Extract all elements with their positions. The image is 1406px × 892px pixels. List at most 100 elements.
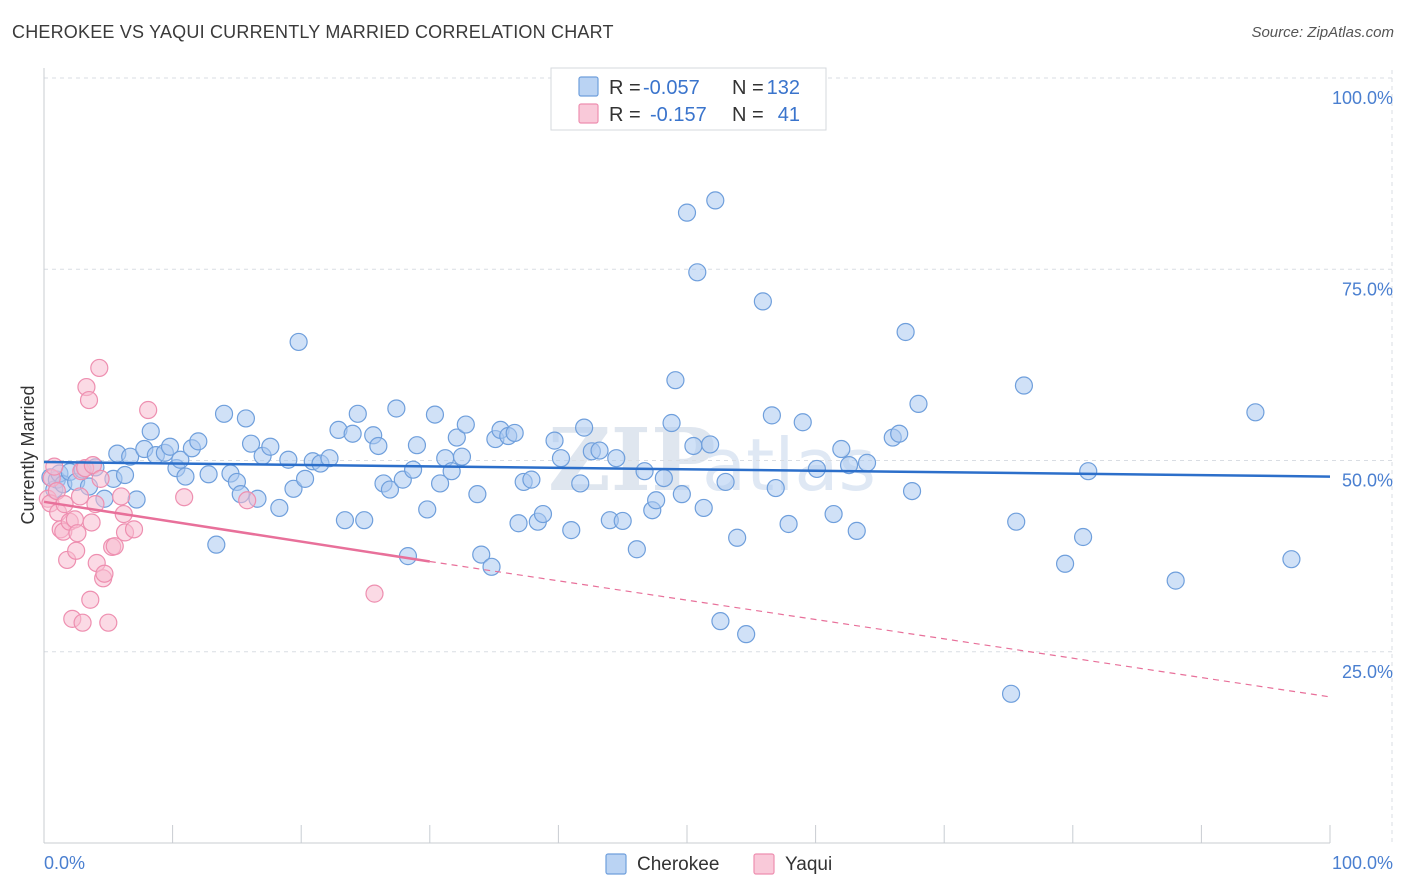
cherokee-point-81 [562,521,581,540]
cherokee-point-67 [468,485,487,504]
cherokee-point-90 [635,462,654,481]
cherokee-point-87 [607,449,626,468]
cherokee-point-129 [1166,571,1185,590]
legend-r-label-cherokee: R = [609,77,641,99]
cherokee-point-41 [295,469,315,488]
cherokee-point-54 [387,399,406,418]
bottom-legend-swatch-cherokee [605,853,627,875]
cherokee-point-96 [672,485,691,504]
cherokee-point-102 [706,191,725,210]
yaqui-point-14 [68,524,87,543]
cherokee-point-48 [348,404,367,423]
cherokee-trend-line [43,460,1331,478]
cherokee-point-78 [533,504,553,524]
cherokee-point-73 [505,423,524,443]
yaqui-point-40 [365,584,384,603]
cherokee-point-120 [896,322,915,342]
cherokee-point-105 [728,528,747,547]
cherokee-point-58 [407,436,427,455]
legend-swatch-cherokee [578,76,599,97]
yaqui-point-38 [175,488,194,507]
cherokee-point-97 [677,203,697,222]
cherokee-point-125 [1014,376,1034,395]
yaqui-point-29 [95,564,114,583]
cherokee-point-69 [482,557,501,576]
cherokee-point-115 [839,455,859,475]
cherokee-point-27 [207,535,226,554]
cherokee-point-64 [447,428,466,447]
cherokee-point-109 [766,478,785,498]
yaqui-point-13 [67,541,86,560]
cherokee-point-89 [627,540,646,559]
legend-n-value-cherokee: 132 [767,77,800,99]
cherokee-point-99 [688,263,707,282]
legend-r-label-yaqui: R = [609,104,641,126]
cherokee-point-33 [241,434,261,453]
cherokee-point-28 [214,404,234,423]
cherokee-point-36 [261,437,280,456]
yaqui-trend-line [43,500,430,563]
cherokee-point-79 [545,431,564,450]
cherokee-point-66 [456,415,475,434]
yaqui-point-27 [91,469,110,488]
cherokee-point-65 [452,447,472,466]
cherokee-point-37 [270,498,289,518]
bottom-legend-label-yaqui: Yaqui [785,854,832,875]
cherokee-point-20 [160,437,180,456]
bottom-legend-swatch-yaqui [753,853,775,875]
legend-r-value-cherokee: -0.057 [643,77,700,99]
cherokee-point-126 [1055,554,1075,573]
cherokee-point-13 [115,465,135,485]
yaqui-point-21 [81,590,100,609]
cherokee-point-40 [289,332,308,352]
cherokee-point-51 [369,436,388,456]
cherokee-point-47 [343,424,362,443]
yaqui-point-26 [90,358,109,378]
cherokee-point-95 [666,371,685,390]
legend-n-label-cherokee: N = [732,77,764,99]
cherokee-point-128 [1079,462,1098,481]
cherokee-point-123 [1001,684,1021,703]
yaqui-point-22 [82,513,101,532]
y-tick-label-1: 50.0% [1342,471,1393,491]
cherokee-point-68 [472,545,491,564]
cherokee-point-100 [694,498,713,518]
y-tick-label-2: 75.0% [1342,279,1393,299]
cherokee-point-53 [380,480,400,499]
cherokee-point-44 [320,449,339,468]
cherokee-point-110 [779,514,798,534]
cherokee-point-107 [753,292,772,311]
cherokee-point-117 [857,453,877,472]
cherokee-point-92 [647,491,666,510]
legend-r-value-yaqui: -0.157 [650,104,707,126]
cherokee-point-93 [654,468,673,488]
cherokee-point-85 [590,441,609,460]
cherokee-point-104 [716,472,735,492]
cherokee-point-106 [737,625,756,644]
yaqui-points [38,358,384,632]
y-axis-title: Currently Married [18,385,38,524]
cherokee-point-119 [890,424,909,443]
yaqui-point-30 [99,613,118,632]
cherokee-point-98 [684,436,703,456]
cherokee-point-14 [121,447,140,466]
legend-n-value-yaqui: 41 [778,104,800,126]
cherokee-point-49 [355,511,374,530]
cherokee-point-26 [199,465,218,484]
yaqui-point-37 [139,400,158,420]
yaqui-point-15 [70,487,90,506]
x-tick-label-1: 100.0% [1332,853,1393,873]
legend-n-label-yaqui: N = [732,104,764,126]
bottom-legend-label-cherokee: Cherokee [637,854,719,875]
source-credit: Source: ZipAtlas.com [1251,24,1394,41]
cherokee-point-130 [1246,403,1265,422]
cherokee-point-74 [509,514,528,533]
yaqui-point-33 [112,487,131,506]
cherokee-point-57 [403,460,423,479]
cherokee-point-23 [176,467,195,486]
cherokee-point-103 [711,612,730,631]
cherokee-point-76 [522,470,541,489]
y-tick-label-3: 100.0% [1332,88,1393,108]
cherokee-point-25 [189,432,208,451]
cherokee-point-108 [762,406,781,425]
